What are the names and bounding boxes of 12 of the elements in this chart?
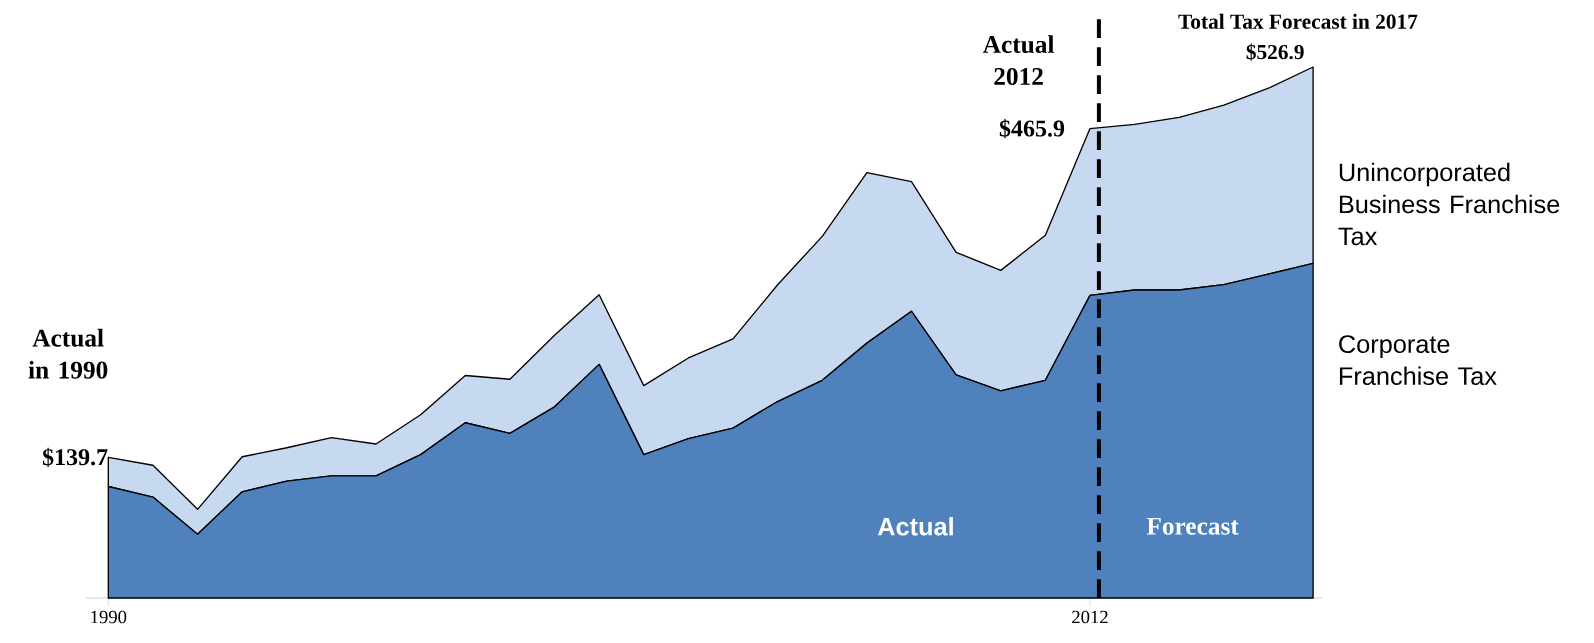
x-tick-label: 2012 (1072, 610, 1108, 624)
text: Total Tax Forecast in 2017 (1178, 13, 1418, 29)
annotation: Actual in 1990 (28, 328, 108, 379)
x-tick-label: 1990 (91, 610, 127, 624)
series-label: Corporate Franchise Tax (1339, 335, 1497, 386)
annotation: Actual (877, 517, 953, 536)
annotation: Actual 2012 (982, 35, 1055, 86)
series-label: Unincorporated Business Franchise Tax (1338, 162, 1560, 246)
annotation: Forecast (1146, 517, 1239, 535)
annotation: $526.9 (1246, 43, 1304, 61)
annotation: $465.9 (999, 118, 1065, 139)
annotation: $139.7 (42, 447, 108, 467)
